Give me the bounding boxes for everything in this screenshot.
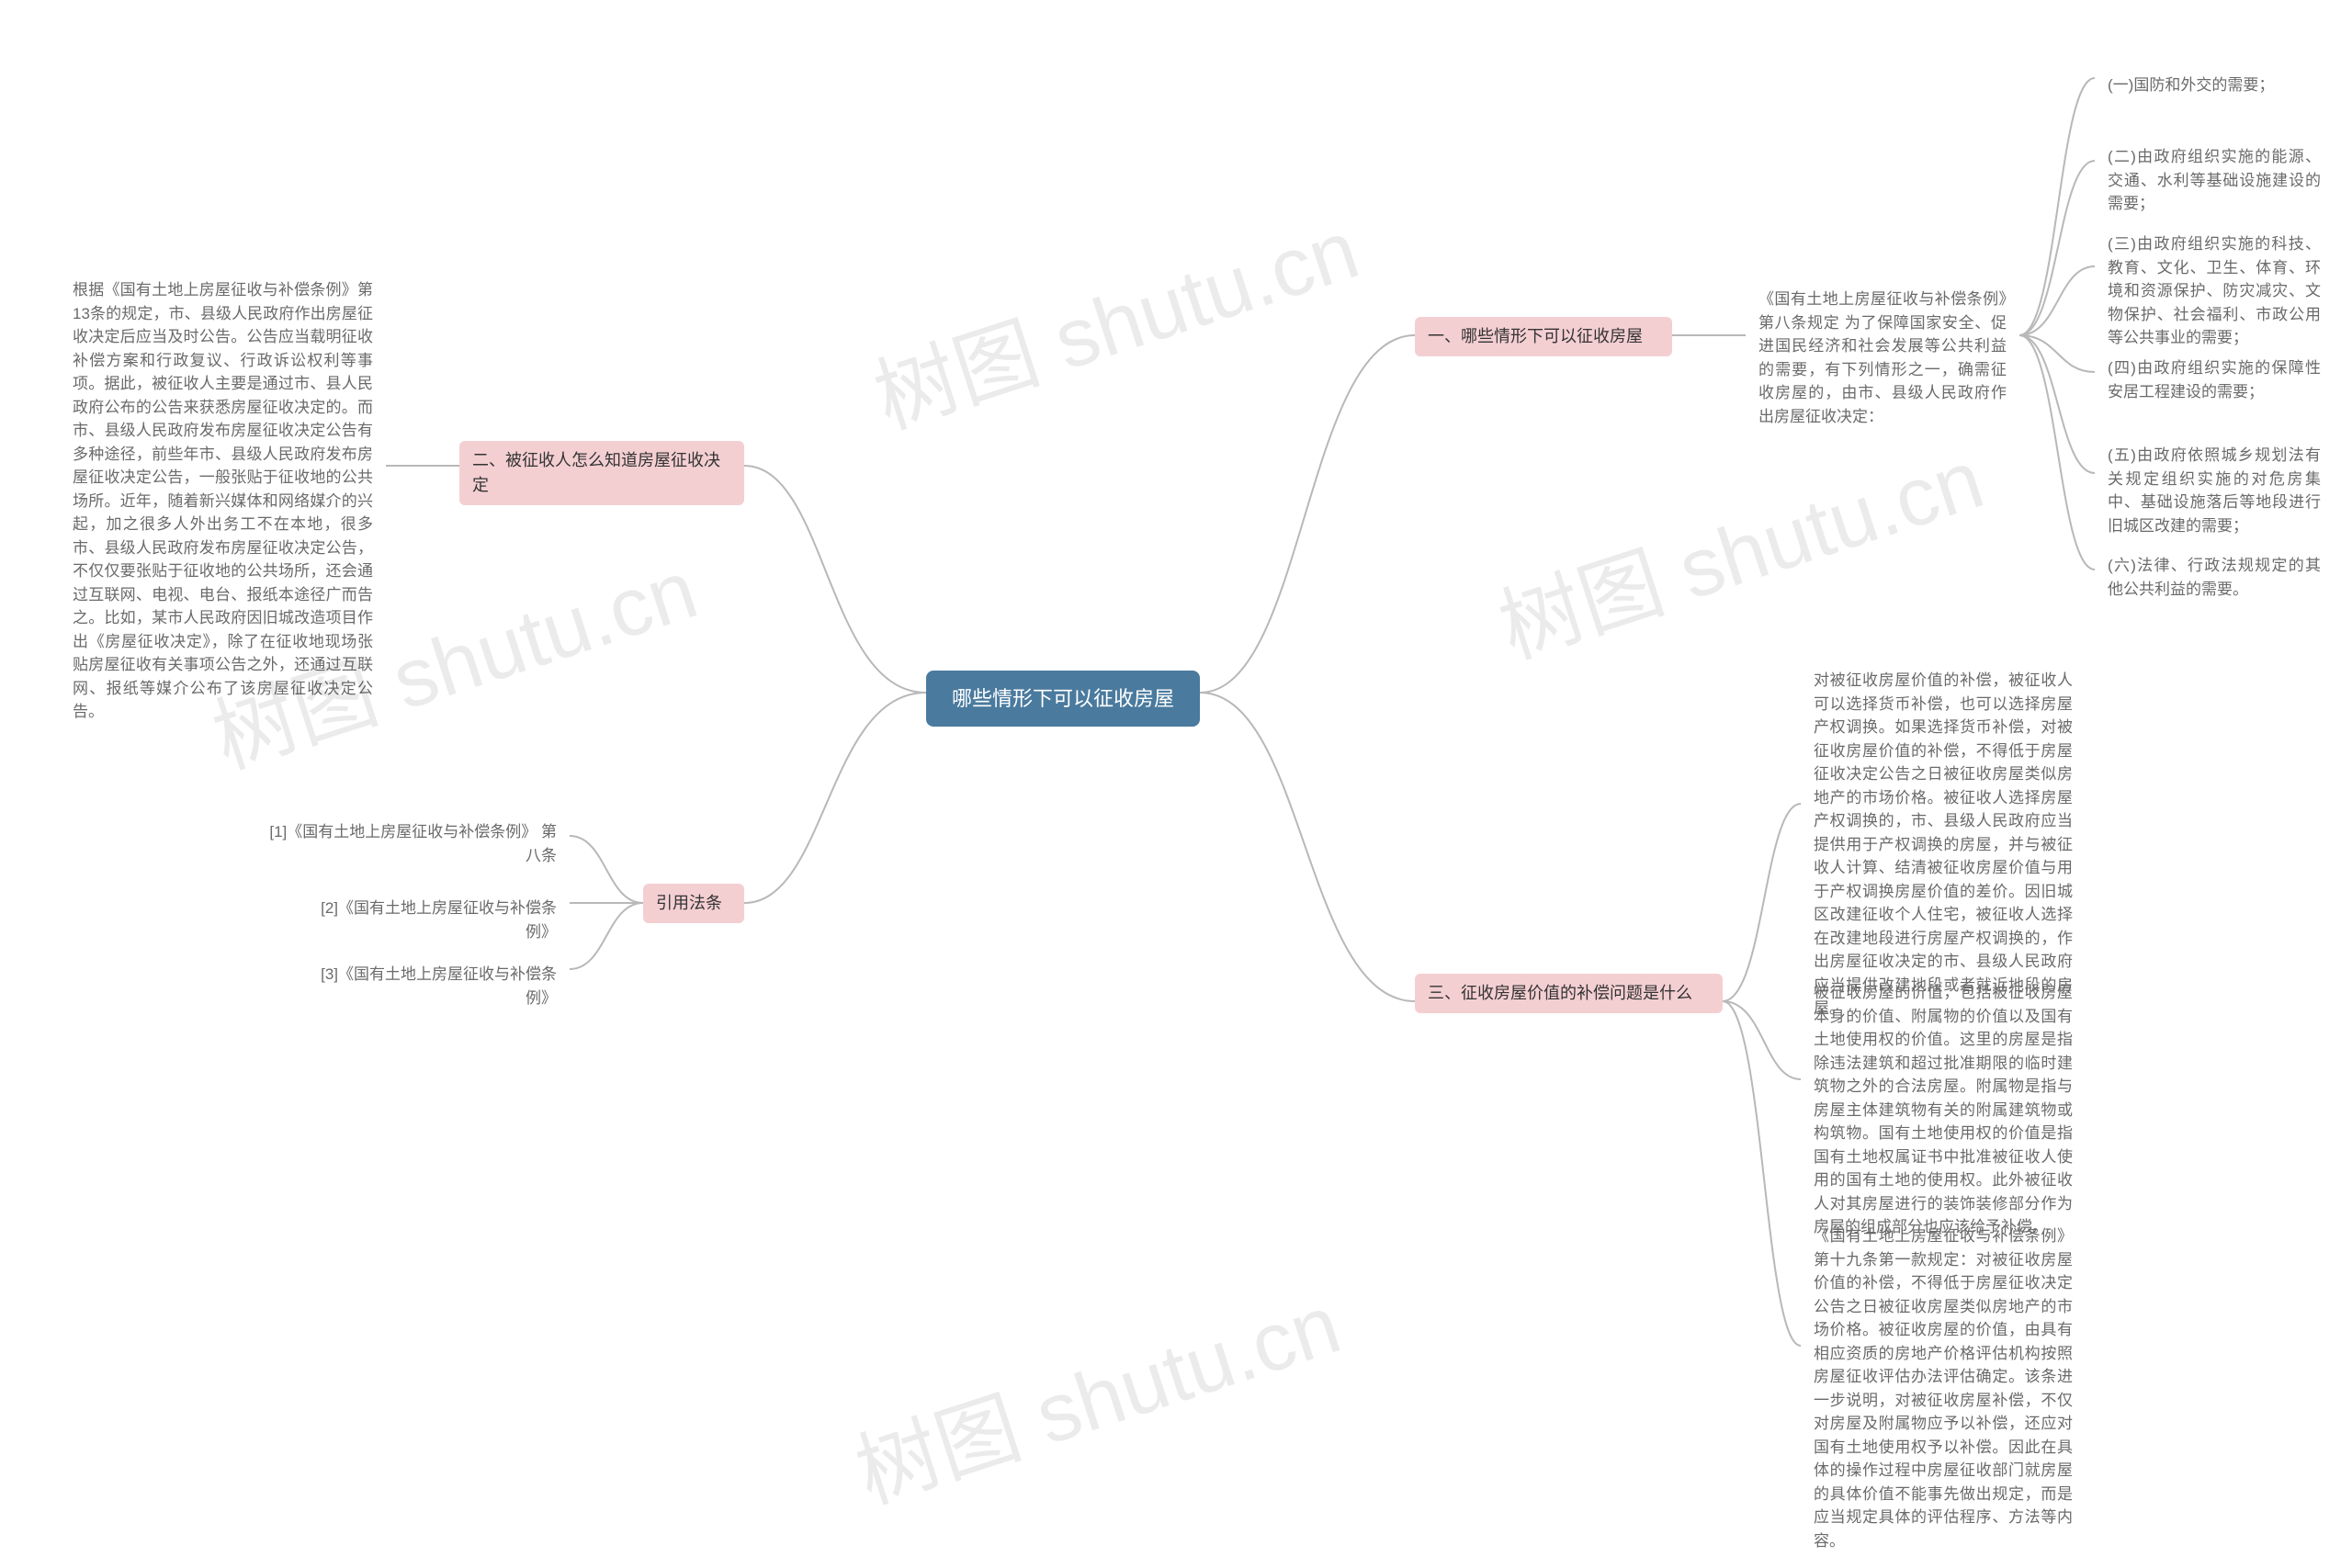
section2-title[interactable]: 二、被征收人怎么知道房屋征收决定 [459, 441, 744, 505]
watermark: 树图 shutu.cn [839, 1258, 1352, 1526]
section1-item-5: (五)由政府依照城乡规划法有关规定组织实施的对危房集中、基础设施落后等地段进行旧… [2095, 436, 2334, 545]
section3-item-1: 对被征收房屋价值的补偿，被征收人可以选择货币补偿，也可以选择房屋产权调换。如果选… [1801, 661, 2086, 1028]
mindmap-canvas: 哪些情形下可以征收房屋 一、哪些情形下可以征收房屋 《国有土地上房屋征收与补偿条… [0, 0, 2352, 1568]
refs-item-3: [3]《国有土地上房屋征收与补偿条例》 [285, 955, 570, 1017]
section3-item-3: 《国有土地上房屋征收与补偿条例》第十九条第一款规定：对被征收房屋价值的补偿，不得… [1801, 1217, 2086, 1560]
refs-item-2: [2]《国有土地上房屋征收与补偿条例》 [285, 889, 570, 951]
section2-body: 根据《国有土地上房屋征收与补偿条例》第13条的规定，市、县级人民政府作出房屋征收… [60, 271, 386, 731]
section1-title[interactable]: 一、哪些情形下可以征收房屋 [1415, 317, 1672, 356]
root-node[interactable]: 哪些情形下可以征收房屋 [926, 671, 1200, 727]
section1-item-2: (二)由政府组织实施的能源、交通、水利等基础设施建设的需要； [2095, 138, 2334, 223]
refs-title[interactable]: 引用法条 [643, 884, 744, 923]
section3-item-2: 被征收房屋的价值，包括被征收房屋本身的价值、附属物的价值以及国有土地使用权的价值… [1801, 974, 2086, 1247]
section1-item-4: (四)由政府组织实施的保障性安居工程建设的需要； [2095, 349, 2334, 411]
section1-item-6: (六)法律、行政法规规定的其他公共利益的需要。 [2095, 547, 2334, 608]
section1-item-1: (一)国防和外交的需要； [2095, 66, 2334, 105]
section1-item-3: (三)由政府组织实施的科技、教育、文化、卫生、体育、环境和资源保护、防灾减灾、文… [2095, 225, 2334, 357]
refs-item-1: [1]《国有土地上房屋征收与补偿条例》 第八条 [253, 813, 570, 874]
section3-title[interactable]: 三、征收房屋价值的补偿问题是什么 [1415, 974, 1723, 1013]
section1-intro: 《国有土地上房屋征收与补偿条例》第八条规定 为了保障国家安全、促进国民经济和社会… [1746, 280, 2019, 435]
watermark: 树图 shutu.cn [857, 183, 1371, 451]
watermark: 树图 shutu.cn [1482, 412, 1996, 681]
